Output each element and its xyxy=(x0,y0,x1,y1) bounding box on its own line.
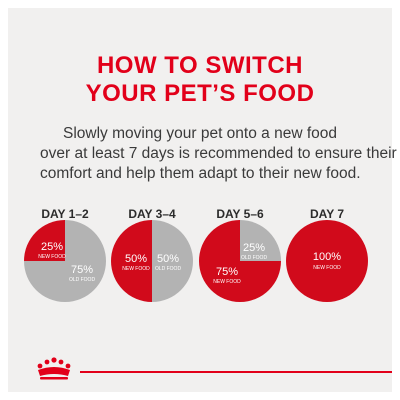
description-line-3: comfort and help them adapt to their new… xyxy=(40,165,361,182)
pie-slice-new-food xyxy=(24,220,65,261)
old-food-percent-label: 50% xyxy=(157,253,179,265)
old-food-percent-label: 75% xyxy=(71,264,93,276)
day-header: DAY 7 xyxy=(310,207,344,221)
new-food-label: NEW FOOD xyxy=(38,254,66,260)
old-food-label: OLD FOOD xyxy=(241,255,268,261)
title-line-1: HOW TO SWITCH xyxy=(96,52,304,79)
description: Slowly moving your pet onto a new food o… xyxy=(40,124,397,184)
day-header: DAY 3–4 xyxy=(128,207,176,221)
crown-icon xyxy=(37,357,71,380)
new-food-percent-label: 75% xyxy=(216,266,238,278)
description-line-1: Slowly moving your pet onto a new food xyxy=(63,125,337,142)
pie-slice-old-food xyxy=(152,220,193,302)
new-food-label: NEW FOOD xyxy=(313,265,341,271)
new-food-label: NEW FOOD xyxy=(213,279,241,285)
new-food-percent-label: 100% xyxy=(313,251,341,263)
brand-rule xyxy=(80,371,392,373)
day-header: DAY 1–2 xyxy=(41,207,89,221)
new-food-label: NEW FOOD xyxy=(122,266,150,272)
day-header: DAY 5–6 xyxy=(216,207,264,221)
pie-slice-old-food xyxy=(240,220,281,261)
old-food-label: OLD FOOD xyxy=(69,277,96,283)
old-food-percent-label: 25% xyxy=(243,242,265,254)
page-title: HOW TO SWITCH YOUR PET’S FOOD xyxy=(0,52,400,108)
new-food-percent-label: 25% xyxy=(41,241,63,253)
old-food-label: OLD FOOD xyxy=(155,266,182,272)
description-line-2: over at least 7 days is recommended to e… xyxy=(40,145,397,162)
title-line-2: YOUR PET’S FOOD xyxy=(85,80,315,107)
pie-slice-new-food xyxy=(111,220,152,302)
new-food-percent-label: 50% xyxy=(125,253,147,265)
background-panel xyxy=(8,8,392,392)
pie-slice-new-food xyxy=(286,220,368,302)
pie-slice-new-food xyxy=(199,220,281,302)
